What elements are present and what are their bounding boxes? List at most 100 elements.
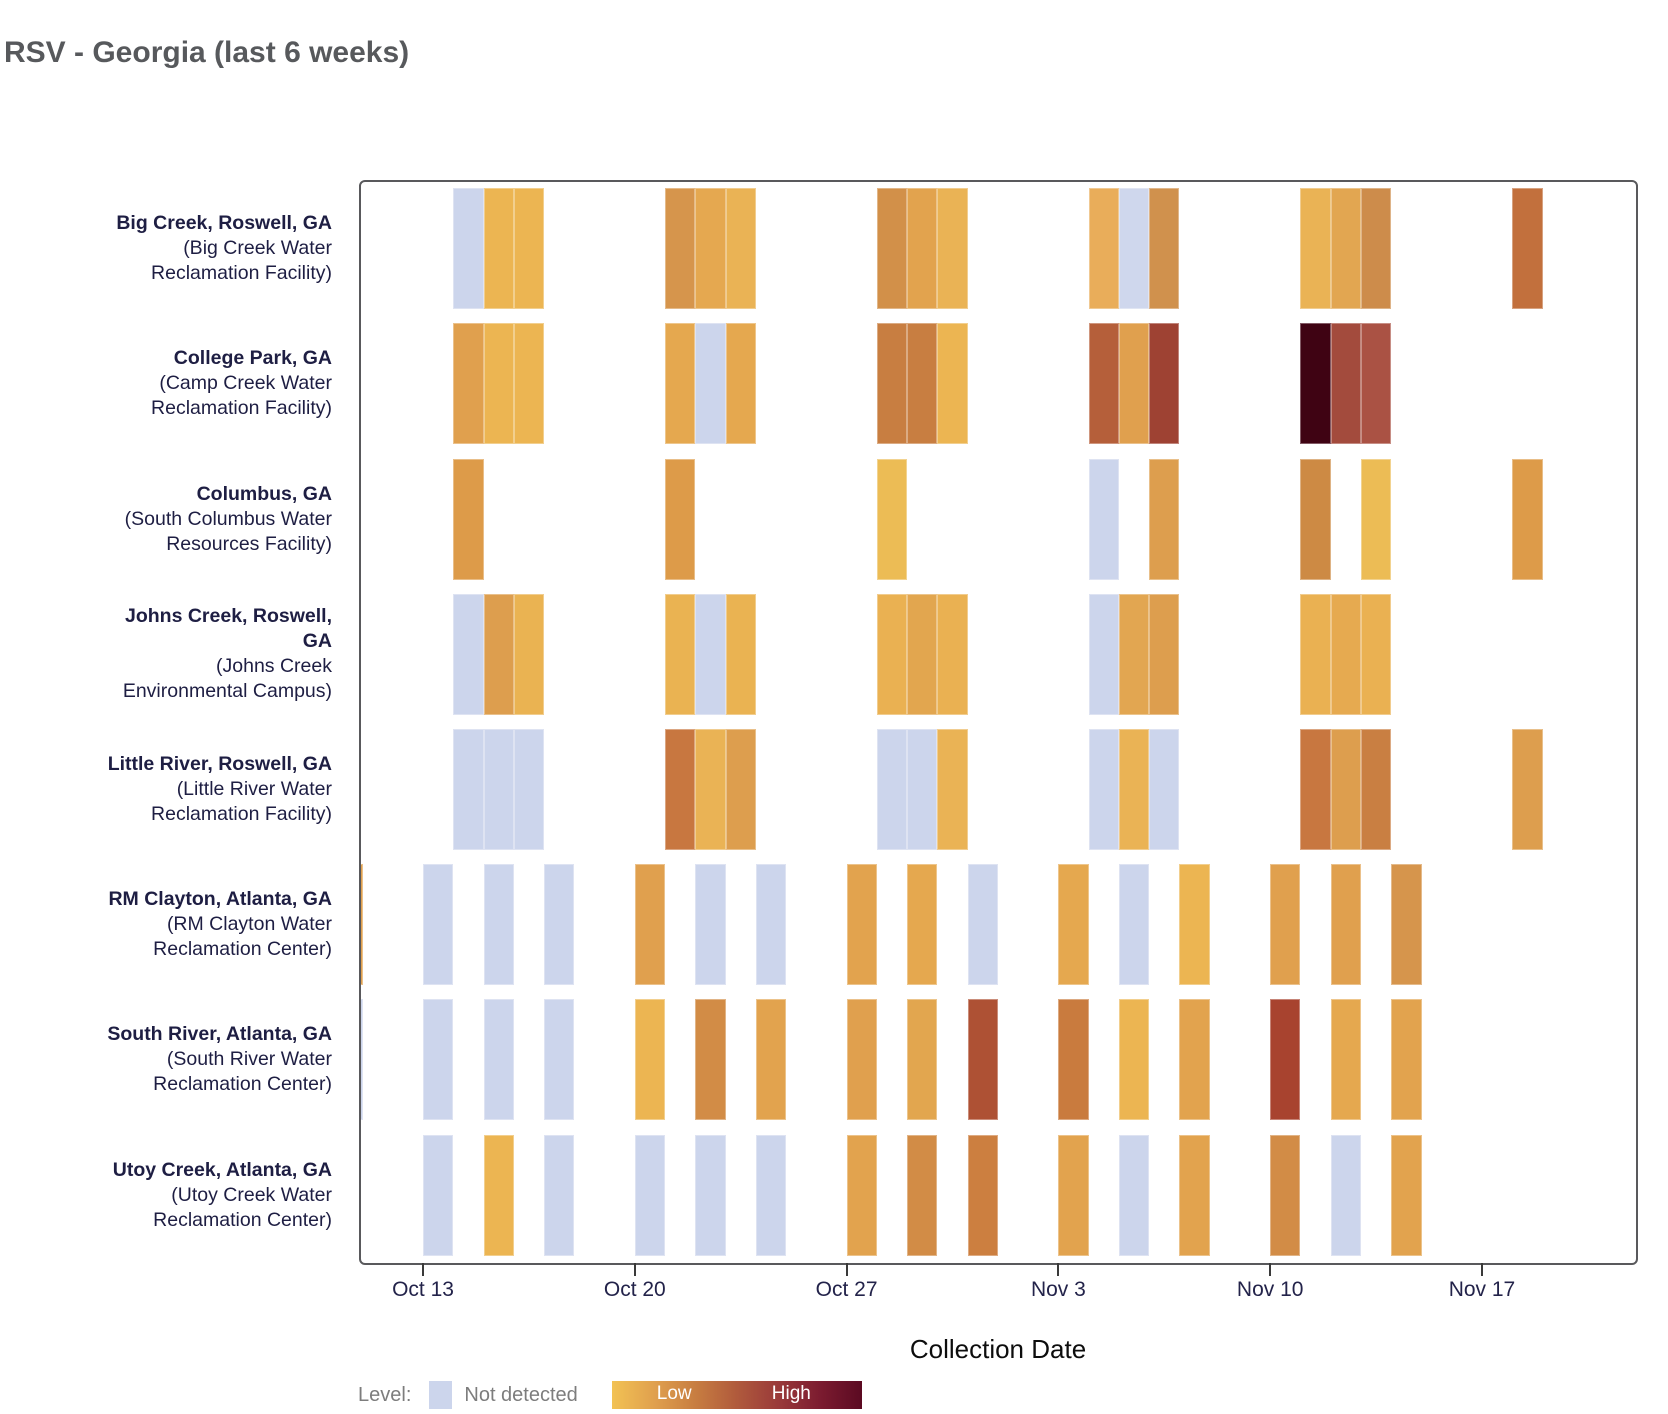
heatmap-tile[interactable] bbox=[1058, 864, 1089, 986]
heatmap-tile[interactable] bbox=[725, 728, 756, 850]
heatmap-tile[interactable] bbox=[846, 864, 877, 986]
heatmap-tile[interactable] bbox=[665, 323, 696, 445]
heatmap-tile[interactable] bbox=[1300, 728, 1331, 850]
heatmap-tile[interactable] bbox=[695, 188, 726, 310]
heatmap-tile[interactable] bbox=[907, 864, 938, 986]
heatmap-tile[interactable] bbox=[967, 864, 998, 986]
heatmap-tile[interactable] bbox=[453, 323, 484, 445]
heatmap-tile[interactable] bbox=[755, 864, 787, 986]
heatmap-tile[interactable] bbox=[967, 999, 998, 1121]
heatmap-tile[interactable] bbox=[937, 188, 968, 310]
heatmap-tile[interactable] bbox=[1179, 999, 1210, 1121]
heatmap-tile[interactable] bbox=[695, 1134, 726, 1256]
heatmap-tile[interactable] bbox=[1088, 188, 1119, 310]
heatmap-tile[interactable] bbox=[907, 593, 938, 715]
heatmap-tile[interactable] bbox=[544, 1134, 575, 1256]
heatmap-tile[interactable] bbox=[876, 323, 908, 445]
heatmap-tile[interactable] bbox=[695, 864, 726, 986]
heatmap-tile[interactable] bbox=[846, 1134, 877, 1256]
heatmap-tile[interactable] bbox=[1149, 323, 1180, 445]
heatmap-tile[interactable] bbox=[937, 728, 968, 850]
heatmap-tile[interactable] bbox=[1330, 593, 1361, 715]
heatmap-tile[interactable] bbox=[725, 323, 756, 445]
heatmap-tile[interactable] bbox=[876, 593, 908, 715]
heatmap-tile[interactable] bbox=[1149, 593, 1180, 715]
heatmap-tile[interactable] bbox=[695, 323, 726, 445]
heatmap-tile[interactable] bbox=[1088, 728, 1119, 850]
heatmap-tile[interactable] bbox=[513, 188, 545, 310]
heatmap-tile[interactable] bbox=[1300, 323, 1331, 445]
heatmap-tile[interactable] bbox=[1330, 728, 1361, 850]
heatmap-tile[interactable] bbox=[361, 999, 363, 1121]
heatmap-tile[interactable] bbox=[483, 728, 514, 850]
heatmap-tile[interactable] bbox=[453, 188, 484, 310]
heatmap-tile[interactable] bbox=[1270, 1134, 1301, 1256]
heatmap-tile[interactable] bbox=[634, 1134, 666, 1256]
heatmap-tile[interactable] bbox=[483, 323, 514, 445]
heatmap-tile[interactable] bbox=[1360, 188, 1392, 310]
heatmap-tile[interactable] bbox=[1330, 188, 1361, 310]
heatmap-tile[interactable] bbox=[1330, 999, 1361, 1121]
heatmap-tile[interactable] bbox=[513, 728, 545, 850]
heatmap-tile[interactable] bbox=[1360, 323, 1392, 445]
heatmap-tile[interactable] bbox=[725, 188, 756, 310]
heatmap-tile[interactable] bbox=[1270, 864, 1301, 986]
heatmap-tile[interactable] bbox=[907, 999, 938, 1121]
heatmap-tile[interactable] bbox=[634, 864, 666, 986]
heatmap-tile[interactable] bbox=[665, 458, 696, 580]
heatmap-tile[interactable] bbox=[1058, 1134, 1089, 1256]
heatmap-tile[interactable] bbox=[665, 593, 696, 715]
heatmap-tile[interactable] bbox=[1118, 864, 1150, 986]
heatmap-tile[interactable] bbox=[967, 1134, 998, 1256]
heatmap-tile[interactable] bbox=[1300, 458, 1331, 580]
heatmap-tile[interactable] bbox=[453, 728, 484, 850]
heatmap-tile[interactable] bbox=[483, 188, 514, 310]
heatmap-tile[interactable] bbox=[423, 999, 454, 1121]
heatmap-tile[interactable] bbox=[1360, 593, 1392, 715]
heatmap-tile[interactable] bbox=[725, 593, 756, 715]
heatmap-tile[interactable] bbox=[1149, 458, 1180, 580]
heatmap-tile[interactable] bbox=[665, 728, 696, 850]
heatmap-tile[interactable] bbox=[1179, 864, 1210, 986]
heatmap-tile[interactable] bbox=[1088, 458, 1119, 580]
heatmap-tile[interactable] bbox=[1330, 1134, 1361, 1256]
heatmap-tile[interactable] bbox=[1391, 1134, 1422, 1256]
heatmap-tile[interactable] bbox=[876, 728, 908, 850]
heatmap-tile[interactable] bbox=[453, 593, 484, 715]
heatmap-tile[interactable] bbox=[1149, 188, 1180, 310]
heatmap-tile[interactable] bbox=[846, 999, 877, 1121]
heatmap-tile[interactable] bbox=[937, 323, 968, 445]
heatmap-tile[interactable] bbox=[755, 1134, 787, 1256]
heatmap-tile[interactable] bbox=[423, 1134, 454, 1256]
heatmap-tile[interactable] bbox=[907, 188, 938, 310]
heatmap-tile[interactable] bbox=[695, 728, 726, 850]
heatmap-tile[interactable] bbox=[1118, 593, 1150, 715]
heatmap-tile[interactable] bbox=[1512, 728, 1543, 850]
heatmap-tile[interactable] bbox=[1360, 458, 1392, 580]
heatmap-tile[interactable] bbox=[483, 1134, 514, 1256]
heatmap-tile[interactable] bbox=[1512, 458, 1543, 580]
heatmap-tile[interactable] bbox=[907, 728, 938, 850]
heatmap-tile[interactable] bbox=[361, 864, 363, 986]
heatmap-tile[interactable] bbox=[1149, 728, 1180, 850]
heatmap-tile[interactable] bbox=[665, 188, 696, 310]
heatmap-tile[interactable] bbox=[876, 188, 908, 310]
heatmap-tile[interactable] bbox=[937, 593, 968, 715]
heatmap-tile[interactable] bbox=[1058, 999, 1089, 1121]
heatmap-tile[interactable] bbox=[1088, 593, 1119, 715]
heatmap-tile[interactable] bbox=[1512, 188, 1543, 310]
heatmap-tile[interactable] bbox=[1118, 1134, 1150, 1256]
heatmap-tile[interactable] bbox=[453, 458, 484, 580]
heatmap-tile[interactable] bbox=[755, 999, 787, 1121]
heatmap-tile[interactable] bbox=[483, 593, 514, 715]
heatmap-tile[interactable] bbox=[907, 323, 938, 445]
heatmap-tile[interactable] bbox=[634, 999, 666, 1121]
heatmap-tile[interactable] bbox=[1118, 728, 1150, 850]
heatmap-tile[interactable] bbox=[1330, 323, 1361, 445]
heatmap-tile[interactable] bbox=[1300, 188, 1331, 310]
heatmap-tile[interactable] bbox=[1270, 999, 1301, 1121]
heatmap-tile[interactable] bbox=[513, 593, 545, 715]
heatmap-tile[interactable] bbox=[483, 864, 514, 986]
heatmap-tile[interactable] bbox=[876, 458, 908, 580]
heatmap-tile[interactable] bbox=[483, 999, 514, 1121]
